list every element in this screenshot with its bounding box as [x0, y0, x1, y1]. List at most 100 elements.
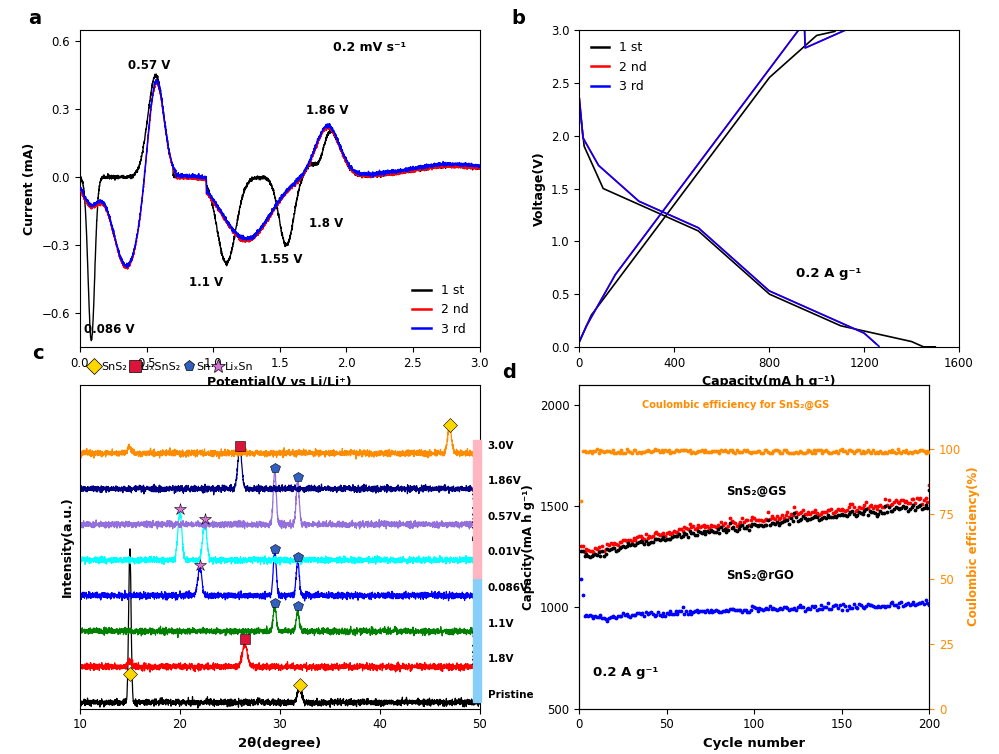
- Point: [597, 543, 613, 555]
- Text: 0.57 V: 0.57 V: [128, 59, 171, 72]
- Point: [879, 499, 895, 511]
- Point: [827, 505, 843, 517]
- Point: [664, 608, 680, 621]
- Point: [595, 545, 611, 557]
- Point: [786, 501, 802, 513]
- Point: [725, 603, 741, 615]
- Point: [646, 610, 662, 622]
- Point: [905, 446, 921, 458]
- Point: [608, 538, 624, 550]
- Point: [886, 495, 902, 507]
- Point: [574, 540, 590, 552]
- Point: [609, 446, 625, 458]
- Point: [673, 443, 689, 455]
- Point: [574, 545, 590, 557]
- Point: [867, 500, 883, 512]
- Point: [762, 447, 778, 459]
- Point: [590, 447, 606, 459]
- Point: [664, 527, 680, 539]
- Point: [636, 446, 652, 458]
- Point: [632, 530, 648, 542]
- Point: [758, 513, 774, 525]
- Point: [839, 510, 855, 522]
- Point: [573, 495, 589, 507]
- Point: [821, 446, 837, 458]
- Point: [655, 446, 671, 458]
- Point: [609, 609, 625, 621]
- Point: [877, 446, 893, 458]
- Text: Lithiation: Lithiation: [472, 615, 482, 665]
- Point: [785, 446, 801, 458]
- Point: [800, 507, 816, 519]
- Point: [636, 533, 652, 545]
- Point: [592, 444, 608, 456]
- Point: [622, 446, 638, 458]
- Y-axis label: Current (mA): Current (mA): [23, 143, 36, 234]
- Point: [823, 511, 839, 523]
- Point: [583, 544, 599, 556]
- Point: [623, 538, 639, 550]
- Point: [578, 446, 594, 458]
- Point: [625, 538, 641, 550]
- Point: [877, 601, 893, 613]
- Point: [772, 512, 788, 524]
- Point: [746, 512, 762, 524]
- Point: [858, 600, 874, 612]
- Point: [692, 605, 708, 617]
- Point: [707, 526, 723, 538]
- Bar: [473, 440, 481, 578]
- Point: [739, 520, 755, 532]
- Point: [813, 513, 829, 525]
- Point: [660, 526, 676, 538]
- Point: [581, 551, 597, 563]
- Text: 1.8 V: 1.8 V: [309, 217, 344, 230]
- Point: [622, 534, 638, 546]
- Point: [797, 512, 813, 524]
- Point: [770, 603, 786, 615]
- Point: [608, 544, 624, 556]
- Point: [706, 526, 722, 538]
- Point: [847, 602, 863, 614]
- Point: [914, 596, 930, 608]
- Bar: [473, 578, 481, 703]
- Point: [868, 503, 885, 515]
- Point: [776, 512, 792, 524]
- Point: [623, 609, 639, 621]
- Point: [622, 538, 638, 550]
- Point: [660, 608, 676, 620]
- Point: [790, 515, 806, 527]
- Point: [916, 494, 932, 506]
- Point: [679, 532, 695, 544]
- Point: [760, 513, 776, 526]
- Point: [900, 446, 916, 458]
- Point: [833, 443, 849, 455]
- Point: [629, 531, 645, 543]
- Point: [599, 615, 615, 627]
- Point: [854, 446, 870, 458]
- Point: [823, 504, 839, 516]
- Point: [837, 504, 853, 516]
- Point: [786, 602, 802, 614]
- Point: [713, 516, 729, 528]
- Point: [581, 608, 597, 621]
- Point: [576, 546, 592, 558]
- Point: [595, 612, 611, 624]
- Point: [779, 602, 795, 614]
- Text: Coulombic efficiency for SnS₂@GS: Coulombic efficiency for SnS₂@GS: [642, 399, 829, 409]
- Point: [854, 502, 870, 514]
- Point: [587, 610, 603, 622]
- Point: [827, 599, 843, 611]
- X-axis label: Capacity(mA h g⁻¹): Capacity(mA h g⁻¹): [702, 375, 836, 388]
- Point: [779, 446, 795, 458]
- Point: [910, 493, 926, 505]
- Point: [800, 444, 816, 456]
- Y-axis label: Intensity(a.u.): Intensity(a.u.): [61, 496, 74, 597]
- Point: [842, 602, 858, 614]
- Point: [881, 494, 897, 506]
- Text: 0.086V: 0.086V: [488, 583, 528, 593]
- Point: [641, 607, 657, 619]
- Point: [613, 444, 629, 456]
- Legend: SnS₂, LiₓSnS₂, Sn, LiₓSn: SnS₂, LiₓSnS₂, Sn, LiₓSn: [86, 357, 258, 376]
- Point: [748, 602, 764, 615]
- Point: [681, 518, 697, 530]
